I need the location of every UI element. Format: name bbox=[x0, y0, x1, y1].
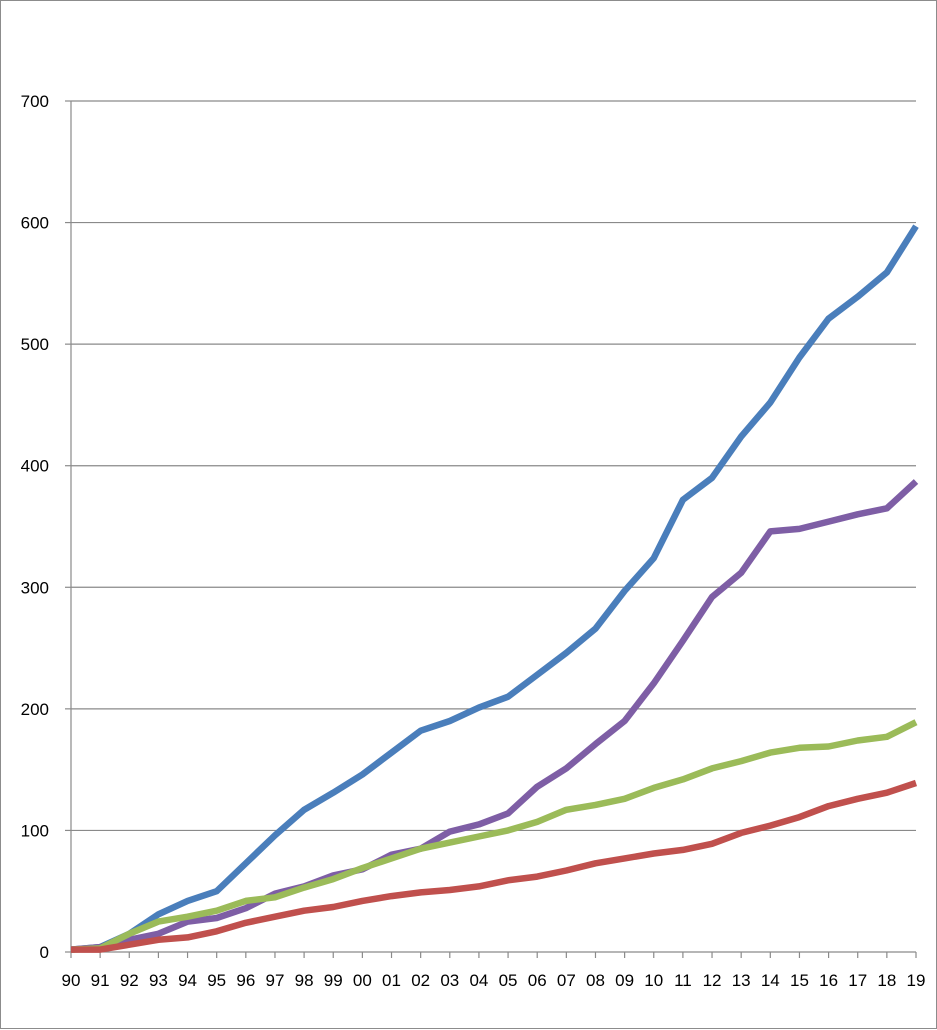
y-tick-label: 300 bbox=[21, 578, 49, 597]
x-tick-label: 19 bbox=[907, 971, 926, 990]
y-tick-label: 100 bbox=[21, 821, 49, 840]
x-tick-label: 94 bbox=[178, 971, 197, 990]
x-tick-label: 92 bbox=[120, 971, 139, 990]
x-tick-label: 02 bbox=[411, 971, 430, 990]
series-line-4 bbox=[71, 779, 918, 953]
y-tick-label: 200 bbox=[21, 700, 49, 719]
y-tick-label: 700 bbox=[21, 92, 49, 111]
x-tick-label: 96 bbox=[236, 971, 255, 990]
y-tick-label: 400 bbox=[21, 457, 49, 476]
y-tick-label: 600 bbox=[21, 214, 49, 233]
x-tick-label: 03 bbox=[440, 971, 459, 990]
x-tick-label: 10 bbox=[644, 971, 663, 990]
x-tick-label: 91 bbox=[91, 971, 110, 990]
x-tick-label: 99 bbox=[324, 971, 343, 990]
series-line-3 bbox=[70, 719, 918, 953]
series-line-2 bbox=[70, 479, 919, 953]
x-tick-label: 11 bbox=[674, 971, 692, 990]
x-tick-label: 05 bbox=[499, 971, 518, 990]
x-tick-label: 13 bbox=[732, 971, 751, 990]
x-tick-label: 01 bbox=[382, 971, 401, 990]
x-tick-label: 98 bbox=[295, 971, 314, 990]
x-tick-label: 15 bbox=[790, 971, 809, 990]
x-tick-label: 90 bbox=[62, 971, 81, 990]
x-tick-label: 00 bbox=[353, 971, 372, 990]
x-tick-label: 08 bbox=[586, 971, 605, 990]
x-tick-label: 09 bbox=[615, 971, 634, 990]
gridlines bbox=[71, 100, 916, 832]
x-tick-label: 06 bbox=[528, 971, 547, 990]
x-tick-label: 18 bbox=[877, 971, 896, 990]
x-tick-label: 07 bbox=[557, 971, 576, 990]
y-tick-label: 500 bbox=[21, 335, 49, 354]
x-tick-label: 17 bbox=[848, 971, 867, 990]
y-tick-label: 0 bbox=[40, 943, 49, 962]
axes bbox=[65, 100, 917, 958]
x-tick-label: 95 bbox=[207, 971, 226, 990]
x-tick-label: 93 bbox=[149, 971, 168, 990]
x-tick-label: 04 bbox=[469, 971, 488, 990]
x-tick-label: 16 bbox=[819, 971, 838, 990]
series-line-1 bbox=[70, 224, 919, 953]
x-tick-label: 14 bbox=[761, 971, 780, 990]
x-tick-label: 12 bbox=[703, 971, 722, 990]
x-tick-label: 97 bbox=[266, 971, 285, 990]
series-lines bbox=[70, 224, 919, 953]
